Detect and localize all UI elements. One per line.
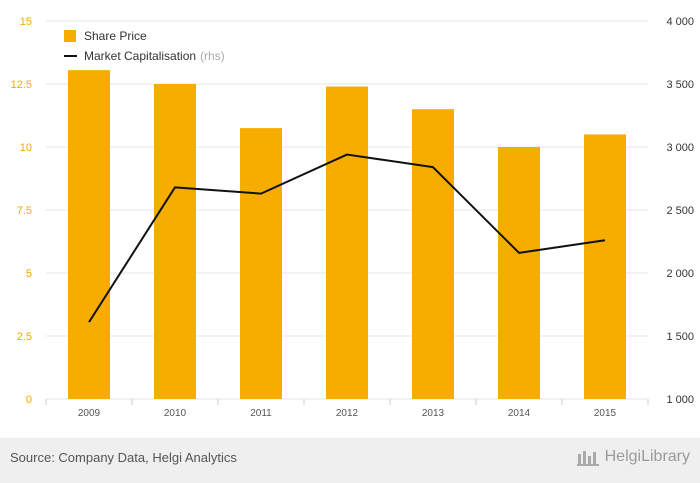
left-tick-label: 12.5 bbox=[11, 79, 32, 91]
source-text: Source: Company Data, Helgi Analytics bbox=[10, 450, 237, 465]
legend-label-market-cap-name: Market Capitalisation bbox=[84, 49, 196, 63]
left-tick-label: 7.5 bbox=[17, 205, 32, 217]
left-axis-ticks: 0 2.5 5 7.5 10 12.5 15 bbox=[11, 16, 32, 406]
x-tick-label: 2010 bbox=[164, 408, 187, 419]
left-tick-label: 0 bbox=[26, 394, 32, 406]
right-tick-label: 1 500 bbox=[666, 331, 694, 343]
x-tick-label: 2015 bbox=[594, 408, 617, 419]
bar-2014 bbox=[498, 147, 540, 399]
right-tick-label: 1 000 bbox=[666, 394, 694, 406]
x-tick-label: 2013 bbox=[422, 408, 445, 419]
right-axis-ticks: 1 000 1 500 2 000 2 500 3 000 3 500 4 000 bbox=[666, 16, 694, 406]
left-tick-label: 5 bbox=[26, 268, 32, 280]
brand-name: HelgiLibrary bbox=[604, 448, 690, 465]
bar-2011 bbox=[240, 128, 282, 399]
x-tick-label: 2012 bbox=[336, 408, 359, 419]
right-tick-label: 3 000 bbox=[666, 142, 694, 154]
legend: Share Price Market Capitalisation (rhs) bbox=[64, 29, 225, 63]
x-tick-label: 2009 bbox=[78, 408, 101, 419]
right-tick-label: 2 000 bbox=[666, 268, 694, 280]
right-tick-label: 3 500 bbox=[666, 79, 694, 91]
bar-2012 bbox=[326, 86, 368, 400]
legend-swatch-share-price bbox=[64, 30, 76, 42]
left-tick-label: 10 bbox=[20, 142, 32, 154]
bar-2013 bbox=[412, 109, 454, 399]
legend-label-market-cap-suffix: (rhs) bbox=[200, 49, 225, 63]
legend-label-market-cap: Market Capitalisation (rhs) bbox=[84, 49, 225, 63]
bar-2009 bbox=[68, 70, 110, 399]
x-axis-ticks: 2009 2010 2011 2012 2013 2014 2015 bbox=[78, 408, 617, 419]
footer: Source: Company Data, Helgi Analytics He… bbox=[0, 438, 700, 483]
right-tick-label: 2 500 bbox=[666, 205, 694, 217]
bar-2015 bbox=[584, 134, 626, 399]
combo-chart: 0 2.5 5 7.5 10 12.5 15 1 000 1 500 2 000 2 500 3 0… bbox=[11, 16, 694, 419]
share-price-bars bbox=[68, 70, 626, 400]
bar-2010 bbox=[154, 84, 196, 399]
market-cap-line-group bbox=[88, 153, 606, 323]
left-tick-label: 2.5 bbox=[17, 331, 32, 343]
legend-label-share-price: Share Price bbox=[84, 29, 147, 43]
brand-logo: HelgiLibrary bbox=[576, 448, 690, 466]
x-tick-label: 2011 bbox=[250, 408, 272, 419]
x-tick-label: 2014 bbox=[508, 408, 531, 419]
library-icon bbox=[576, 451, 599, 466]
left-tick-label: 15 bbox=[20, 16, 32, 28]
right-tick-label: 4 000 bbox=[666, 16, 694, 28]
